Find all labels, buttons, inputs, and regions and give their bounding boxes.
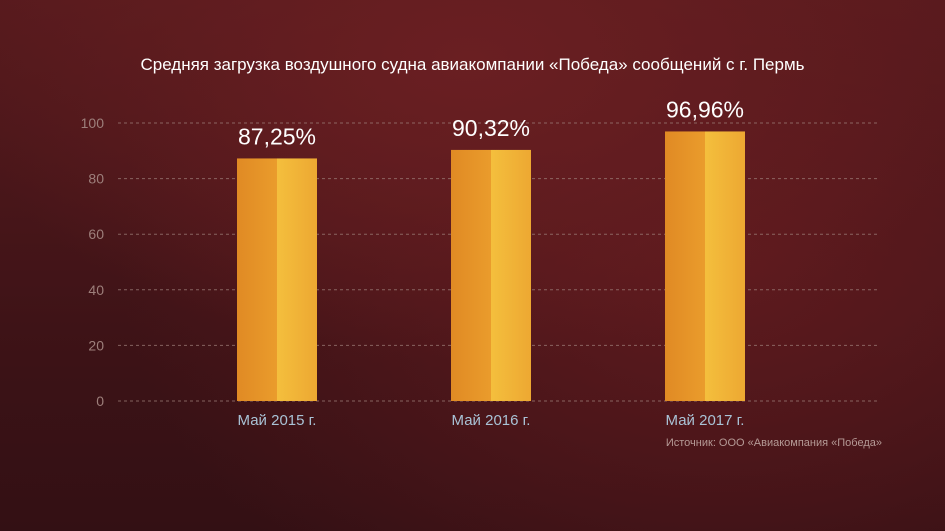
value-label: 96,96% <box>666 96 744 122</box>
y-tick-label: 0 <box>96 393 104 409</box>
bar-3 <box>665 131 745 401</box>
bars <box>237 131 745 401</box>
source-note: Источник: ООО «Авиакомпания «Победа» <box>665 437 882 449</box>
x-axis: Май 2015 г. Май 2016 г. Май 2017 г. <box>238 412 745 429</box>
y-axis: 0 20 40 60 80 100 <box>81 115 105 409</box>
y-tick-label: 100 <box>81 115 105 131</box>
category-label: Май 2016 г. <box>452 412 531 429</box>
y-tick-label: 80 <box>88 171 104 187</box>
chart-title: Средняя загрузка воздушного судна авиако… <box>140 55 805 74</box>
bar-1 <box>237 158 317 401</box>
y-tick-label: 60 <box>88 226 104 242</box>
value-label: 87,25% <box>238 123 316 149</box>
value-label: 90,32% <box>452 115 530 141</box>
category-label: Май 2017 г. <box>666 412 745 429</box>
y-tick-label: 20 <box>88 337 104 353</box>
value-labels: 87,25% 90,32% 96,96% <box>238 96 744 149</box>
bar-2 <box>451 149 531 401</box>
y-tick-label: 40 <box>88 282 104 298</box>
category-label: Май 2015 г. <box>238 412 317 429</box>
